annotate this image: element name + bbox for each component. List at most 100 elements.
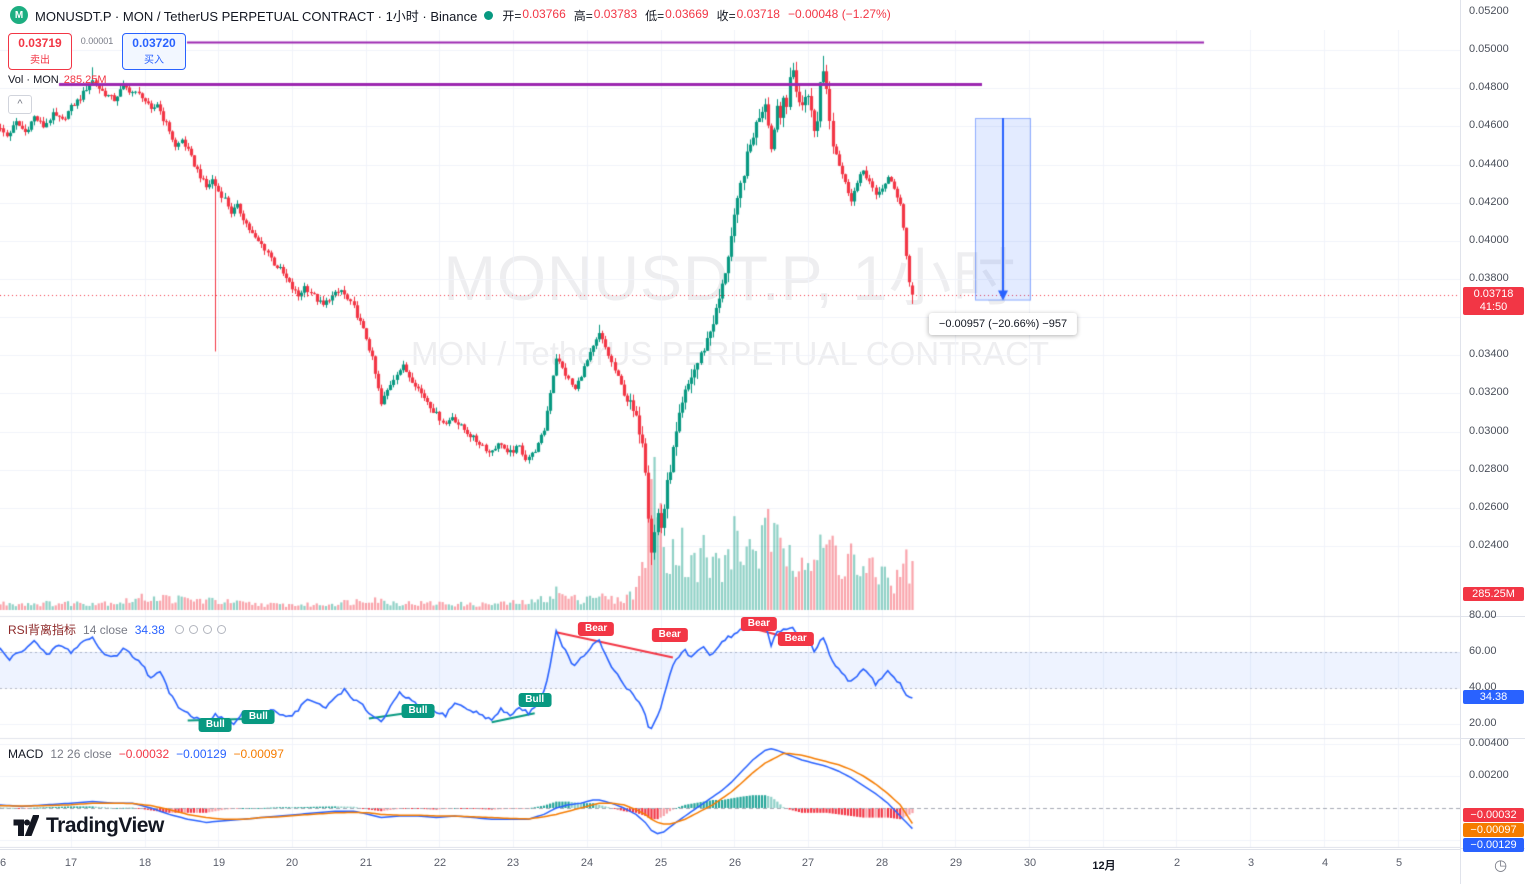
rsi-value-badge: 34.38 bbox=[1463, 690, 1524, 705]
price-axis-label: 0.04000 bbox=[1469, 233, 1509, 246]
buy-button[interactable]: 0.03720 买入 bbox=[122, 33, 186, 70]
tradingview-logo-icon bbox=[13, 815, 39, 836]
chart-header-toolbar: M MONUSDT.P · MON / TetherUS PERPETUAL C… bbox=[0, 0, 1460, 30]
macd-value-badge: −0.00097 bbox=[1463, 823, 1524, 837]
time-axis-label: 25 bbox=[654, 857, 668, 869]
ohlc-legend: 开= 0.03766 高= 0.03783 低= 0.03669 收= 0.03718 … bbox=[502, 7, 890, 24]
time-axis-label: 5 bbox=[1395, 857, 1403, 869]
time-axis-label: 3 bbox=[1247, 857, 1255, 869]
time-axis-label: 4 bbox=[1321, 857, 1329, 869]
macd-hist-value: −0.00032 bbox=[118, 747, 170, 761]
close-value: 0.03718 bbox=[736, 6, 780, 21]
gear-icon[interactable] bbox=[188, 625, 198, 634]
bull-divergence-marker: Bull bbox=[401, 704, 435, 718]
price-axis-label: 0.03000 bbox=[1469, 424, 1509, 437]
rsi-axis-label: 60.00 bbox=[1469, 645, 1497, 657]
time-axis-label: 23 bbox=[506, 857, 520, 869]
time-axis-label: 30 bbox=[1023, 857, 1037, 869]
price-axis-label: 0.02400 bbox=[1469, 538, 1509, 551]
bear-divergence-marker: Bear bbox=[651, 628, 688, 642]
price-axis-label: 0.03400 bbox=[1469, 348, 1509, 361]
buy-sell-widget: 0.03719 卖出 0.00001 0.03720 买入 bbox=[8, 33, 186, 70]
pane-separator bbox=[1461, 616, 1525, 617]
macd-params: 12 26 close bbox=[50, 747, 112, 761]
buy-price: 0.03720 bbox=[132, 36, 176, 50]
more-icon[interactable] bbox=[216, 625, 226, 634]
macd-value-badge: −0.00129 bbox=[1463, 838, 1524, 852]
macd-axis-label: 0.00200 bbox=[1469, 769, 1509, 781]
low-label: 低= bbox=[645, 8, 665, 23]
collapse-widget-button[interactable]: ^ bbox=[8, 95, 32, 114]
time-axis-label: 12月 bbox=[1092, 860, 1116, 872]
open-label: 开= bbox=[502, 8, 522, 23]
time-axis-label: 2 bbox=[1173, 857, 1181, 869]
tradingview-logo-text: TradingView bbox=[46, 813, 164, 837]
clock-icon[interactable]: ◷ bbox=[1494, 857, 1508, 874]
bull-divergence-marker: Bull bbox=[198, 718, 232, 732]
high-value: 0.03783 bbox=[593, 6, 638, 21]
market-status-icon bbox=[484, 10, 494, 20]
time-axis-label: 27 bbox=[801, 857, 815, 869]
pane-separator bbox=[1461, 738, 1525, 739]
price-axis-label: 0.04800 bbox=[1469, 81, 1509, 94]
low-value: 0.03669 bbox=[665, 6, 709, 21]
time-axis-label: 21 bbox=[359, 857, 373, 869]
bull-divergence-marker: Bull bbox=[241, 710, 275, 724]
current-price-badge: 0.03718 41:50 bbox=[1463, 286, 1524, 315]
countdown-timer: 41:50 bbox=[1479, 300, 1508, 313]
price-axis-label: 0.03200 bbox=[1469, 386, 1509, 399]
sell-price: 0.03719 bbox=[18, 36, 62, 50]
price-axis[interactable]: 0.05200 0.05000 0.04800 0.04600 0.04400 0.042… bbox=[1460, 0, 1525, 884]
bull-divergence-marker: Bull bbox=[518, 693, 552, 707]
eye-icon[interactable] bbox=[174, 625, 184, 634]
macd-signal-value: −0.00097 bbox=[233, 747, 284, 761]
tradingview-logo[interactable]: TradingView bbox=[12, 813, 164, 838]
sell-label: 卖出 bbox=[30, 55, 50, 66]
time-axis[interactable]: 6 17 18 19 20 21 22 23 24 25 26 27 28 29 30 12月 2 3 4 5 bbox=[0, 849, 1460, 884]
time-axis-label: 26 bbox=[728, 857, 742, 869]
rsi-current-value: 34.38 bbox=[134, 622, 165, 637]
time-axis-label: 17 bbox=[64, 857, 78, 869]
time-axis-label: 18 bbox=[138, 857, 152, 869]
buy-label: 买入 bbox=[144, 55, 164, 66]
price-axis-label: 0.04600 bbox=[1469, 119, 1509, 132]
macd-axis-label: 0.00400 bbox=[1469, 737, 1509, 749]
price-axis-label: 0.04400 bbox=[1469, 157, 1509, 170]
macd-pane-header: MACD 12 26 close −0.00032 −0.00129 −0.00… bbox=[8, 747, 284, 761]
symbol-logo-icon: M bbox=[10, 6, 28, 24]
price-axis-label: 0.05000 bbox=[1469, 43, 1509, 56]
close-icon[interactable] bbox=[202, 625, 212, 634]
volume-badge: 285.25M bbox=[1463, 587, 1524, 601]
rsi-params: 14 close bbox=[83, 622, 128, 637]
change-value: −0.00048 (−1.27%) bbox=[787, 6, 891, 21]
rsi-axis-label: 80.00 bbox=[1469, 609, 1497, 621]
macd-indicator-title: MACD bbox=[8, 747, 44, 761]
rsi-axis-label: 20.00 bbox=[1469, 717, 1497, 729]
current-price-value: 0.03718 bbox=[1473, 287, 1514, 300]
bear-divergence-marker: Bear bbox=[577, 622, 615, 636]
rsi-indicator-controls bbox=[174, 625, 226, 634]
price-axis-label: 0.05200 bbox=[1469, 5, 1509, 17]
rsi-indicator-title: RSI背离指标 bbox=[8, 623, 77, 637]
volume-legend-value: 285.25M bbox=[63, 74, 107, 86]
time-axis-label: 19 bbox=[212, 857, 226, 869]
high-label: 高= bbox=[573, 8, 593, 23]
spread-value: 0.00001 bbox=[80, 36, 114, 46]
rsi-axis-label: 40.00 bbox=[1469, 681, 1497, 693]
volume-legend-label: Vol · MON bbox=[8, 74, 59, 86]
open-value: 0.03766 bbox=[522, 6, 566, 21]
time-axis-label: 28 bbox=[875, 857, 889, 869]
price-axis-label: 0.02800 bbox=[1469, 462, 1509, 475]
symbol-title[interactable]: MONUSDT.P · MON / TetherUS PERPETUAL CON… bbox=[35, 8, 478, 24]
measure-tool-label: −0.00957 (−20.66%) −957 bbox=[928, 312, 1078, 335]
macd-value-badge: −0.00032 bbox=[1463, 808, 1524, 822]
bear-divergence-marker: Bear bbox=[777, 632, 814, 646]
sell-button[interactable]: 0.03719 卖出 bbox=[8, 33, 72, 70]
price-axis-label: 0.02600 bbox=[1469, 500, 1509, 513]
volume-legend: Vol · MON 285.25M bbox=[8, 74, 107, 86]
time-axis-label: 6 bbox=[0, 857, 7, 869]
rsi-pane-header: RSI背离指标 14 close 34.38 bbox=[8, 621, 226, 638]
time-axis-label: 20 bbox=[285, 857, 299, 869]
price-axis-label: 0.03800 bbox=[1469, 271, 1509, 284]
